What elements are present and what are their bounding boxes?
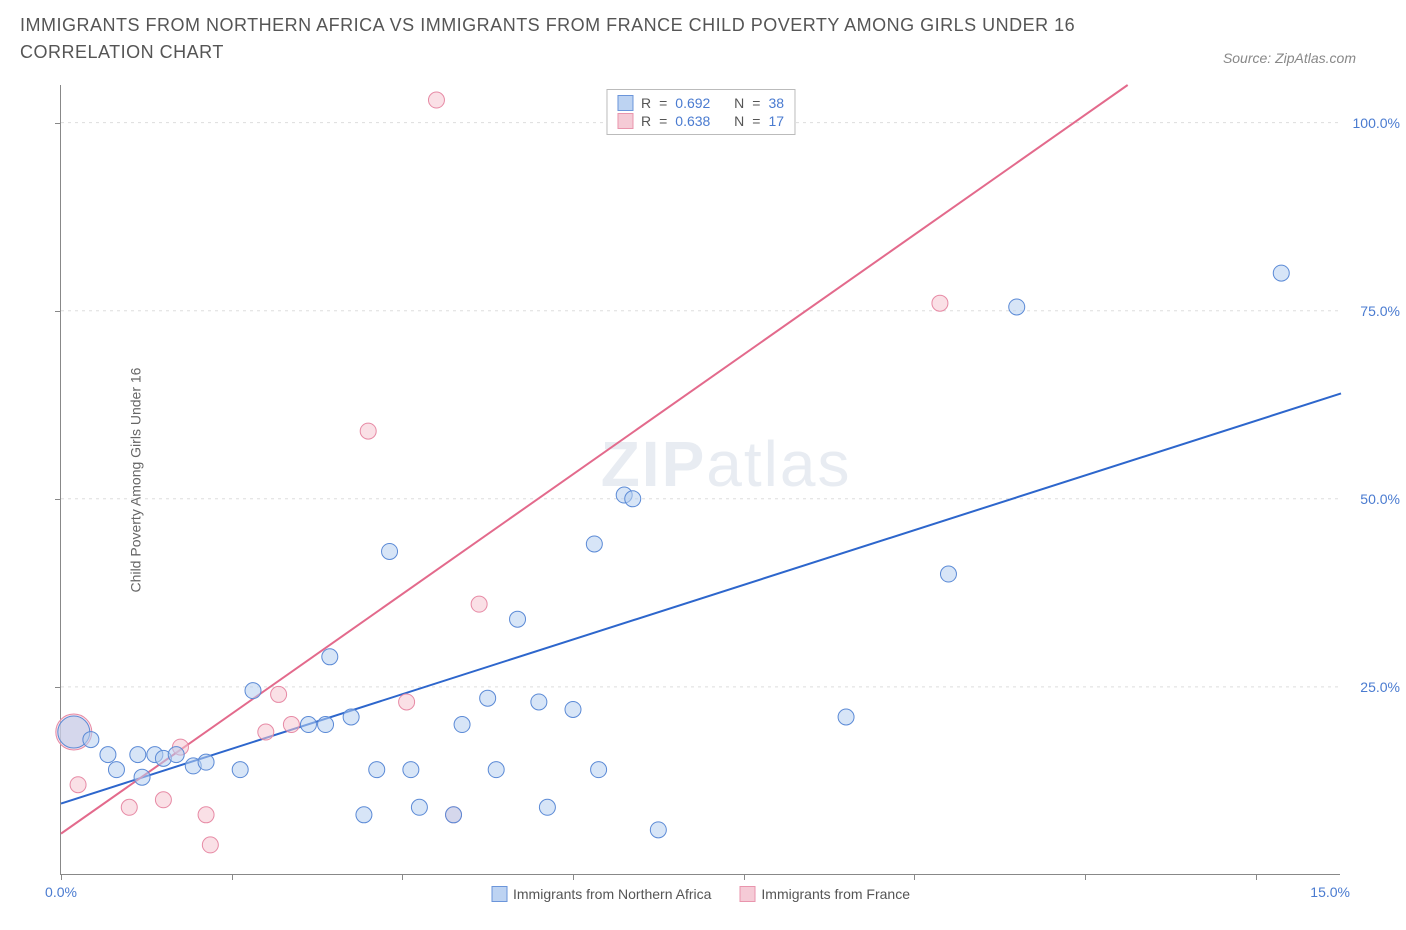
chart-title: IMMIGRANTS FROM NORTHERN AFRICA VS IMMIG… bbox=[20, 12, 1120, 66]
plot-area: ZIPatlas Child Poverty Among Girls Under… bbox=[60, 85, 1340, 875]
series-1-name: Immigrants from France bbox=[761, 886, 910, 902]
legend-item-series-0: Immigrants from Northern Africa bbox=[491, 886, 711, 902]
legend-row-series-0: R = 0.692 N = 38 bbox=[617, 94, 784, 112]
swatch-series-1 bbox=[617, 113, 633, 129]
series-0-name: Immigrants from Northern Africa bbox=[513, 886, 711, 902]
swatch-series-1-icon bbox=[739, 886, 755, 902]
correlation-legend: R = 0.692 N = 38 R = 0.638 N = 17 bbox=[606, 89, 795, 135]
x-tick-label: 15.0% bbox=[1310, 884, 1350, 900]
scatter-plot-svg bbox=[61, 85, 1340, 874]
legend-item-series-1: Immigrants from France bbox=[739, 886, 910, 902]
correlation-chart: ZIPatlas Child Poverty Among Girls Under… bbox=[60, 85, 1340, 875]
y-axis-label: Child Poverty Among Girls Under 16 bbox=[127, 367, 143, 592]
legend-row-series-1: R = 0.638 N = 17 bbox=[617, 112, 784, 130]
y-tick-label: 100.0% bbox=[1353, 115, 1400, 131]
y-tick-label: 25.0% bbox=[1360, 679, 1400, 695]
y-tick-label: 50.0% bbox=[1360, 491, 1400, 507]
y-tick-label: 75.0% bbox=[1360, 303, 1400, 319]
source-attribution: Source: ZipAtlas.com bbox=[1223, 50, 1386, 66]
series-legend: Immigrants from Northern Africa Immigran… bbox=[491, 886, 910, 902]
x-tick-label: 0.0% bbox=[45, 884, 77, 900]
swatch-series-0-icon bbox=[491, 886, 507, 902]
swatch-series-0 bbox=[617, 95, 633, 111]
